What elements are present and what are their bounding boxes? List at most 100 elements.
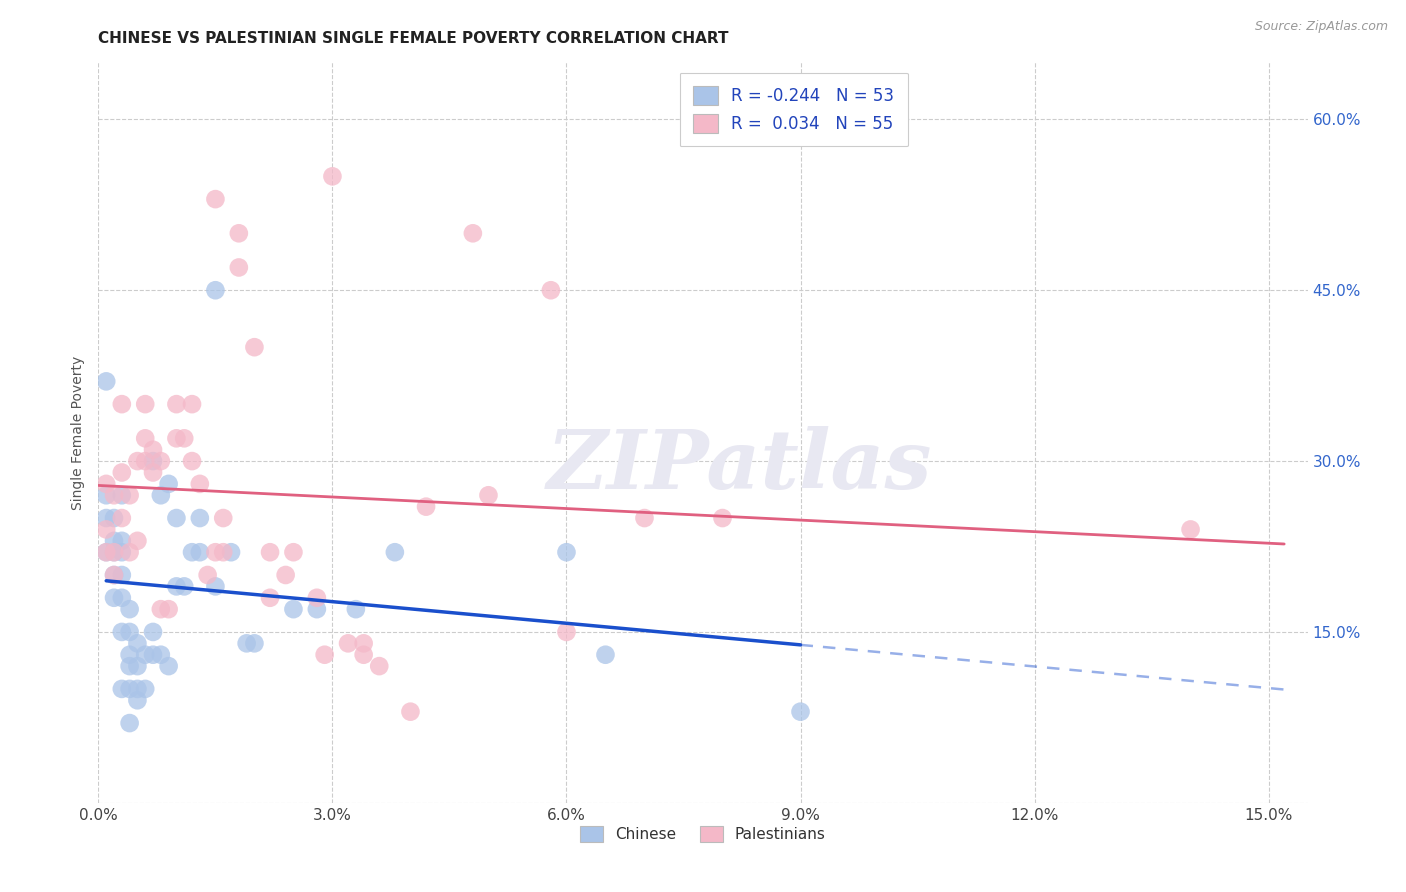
Point xyxy=(228,260,250,275)
Point xyxy=(321,169,343,184)
Point xyxy=(118,659,141,673)
Point xyxy=(1180,523,1202,537)
Point xyxy=(96,511,118,525)
Point xyxy=(461,227,484,241)
Point xyxy=(477,488,499,502)
Point xyxy=(283,602,305,616)
Point xyxy=(188,545,211,559)
Point xyxy=(259,545,281,559)
Point xyxy=(142,648,165,662)
Point xyxy=(555,624,578,639)
Point xyxy=(173,431,195,445)
Point xyxy=(204,579,226,593)
Legend: Chinese, Palestinians: Chinese, Palestinians xyxy=(574,820,832,848)
Point xyxy=(127,681,149,696)
Point xyxy=(149,454,172,468)
Point xyxy=(188,476,211,491)
Point xyxy=(96,476,118,491)
Point xyxy=(134,454,156,468)
Point xyxy=(111,397,134,411)
Point xyxy=(134,648,156,662)
Point xyxy=(353,636,375,650)
Point xyxy=(204,192,226,206)
Point xyxy=(142,624,165,639)
Point xyxy=(259,591,281,605)
Point xyxy=(305,591,328,605)
Point xyxy=(111,511,134,525)
Point xyxy=(305,602,328,616)
Point xyxy=(212,511,235,525)
Point xyxy=(165,431,187,445)
Point xyxy=(243,636,266,650)
Point xyxy=(96,545,118,559)
Point xyxy=(157,602,180,616)
Point xyxy=(149,602,172,616)
Point xyxy=(127,454,149,468)
Point xyxy=(127,659,149,673)
Point xyxy=(165,579,187,593)
Y-axis label: Single Female Poverty: Single Female Poverty xyxy=(72,356,86,509)
Point xyxy=(103,533,125,548)
Text: Source: ZipAtlas.com: Source: ZipAtlas.com xyxy=(1254,20,1388,33)
Point xyxy=(142,454,165,468)
Point xyxy=(353,648,375,662)
Point xyxy=(540,283,562,297)
Point xyxy=(111,488,134,502)
Point xyxy=(384,545,406,559)
Point xyxy=(555,545,578,559)
Point xyxy=(415,500,437,514)
Point xyxy=(127,533,149,548)
Point xyxy=(219,545,242,559)
Point xyxy=(111,568,134,582)
Point xyxy=(118,624,141,639)
Point xyxy=(149,648,172,662)
Point xyxy=(197,568,219,582)
Point xyxy=(157,659,180,673)
Point xyxy=(149,488,172,502)
Point xyxy=(96,545,118,559)
Point xyxy=(181,545,204,559)
Point xyxy=(103,545,125,559)
Text: ZIPatlas: ZIPatlas xyxy=(547,426,932,506)
Point xyxy=(118,545,141,559)
Point xyxy=(111,545,134,559)
Point xyxy=(212,545,235,559)
Point xyxy=(789,705,811,719)
Point xyxy=(283,545,305,559)
Point xyxy=(181,397,204,411)
Point xyxy=(118,602,141,616)
Point xyxy=(235,636,257,650)
Point xyxy=(103,591,125,605)
Point xyxy=(142,442,165,457)
Point xyxy=(337,636,360,650)
Point xyxy=(96,523,118,537)
Point xyxy=(274,568,297,582)
Point xyxy=(142,466,165,480)
Point xyxy=(103,545,125,559)
Point xyxy=(228,227,250,241)
Point xyxy=(103,568,125,582)
Point xyxy=(118,488,141,502)
Point xyxy=(188,511,211,525)
Point xyxy=(118,648,141,662)
Point xyxy=(204,545,226,559)
Point xyxy=(344,602,367,616)
Point xyxy=(111,533,134,548)
Point xyxy=(111,466,134,480)
Point xyxy=(103,568,125,582)
Point xyxy=(127,636,149,650)
Point xyxy=(633,511,655,525)
Point xyxy=(111,591,134,605)
Point xyxy=(96,375,118,389)
Point xyxy=(368,659,391,673)
Point xyxy=(103,511,125,525)
Point xyxy=(243,340,266,354)
Point xyxy=(173,579,195,593)
Point xyxy=(399,705,422,719)
Point xyxy=(111,681,134,696)
Point xyxy=(595,648,617,662)
Point xyxy=(134,681,156,696)
Point xyxy=(711,511,734,525)
Point xyxy=(127,693,149,707)
Point xyxy=(103,488,125,502)
